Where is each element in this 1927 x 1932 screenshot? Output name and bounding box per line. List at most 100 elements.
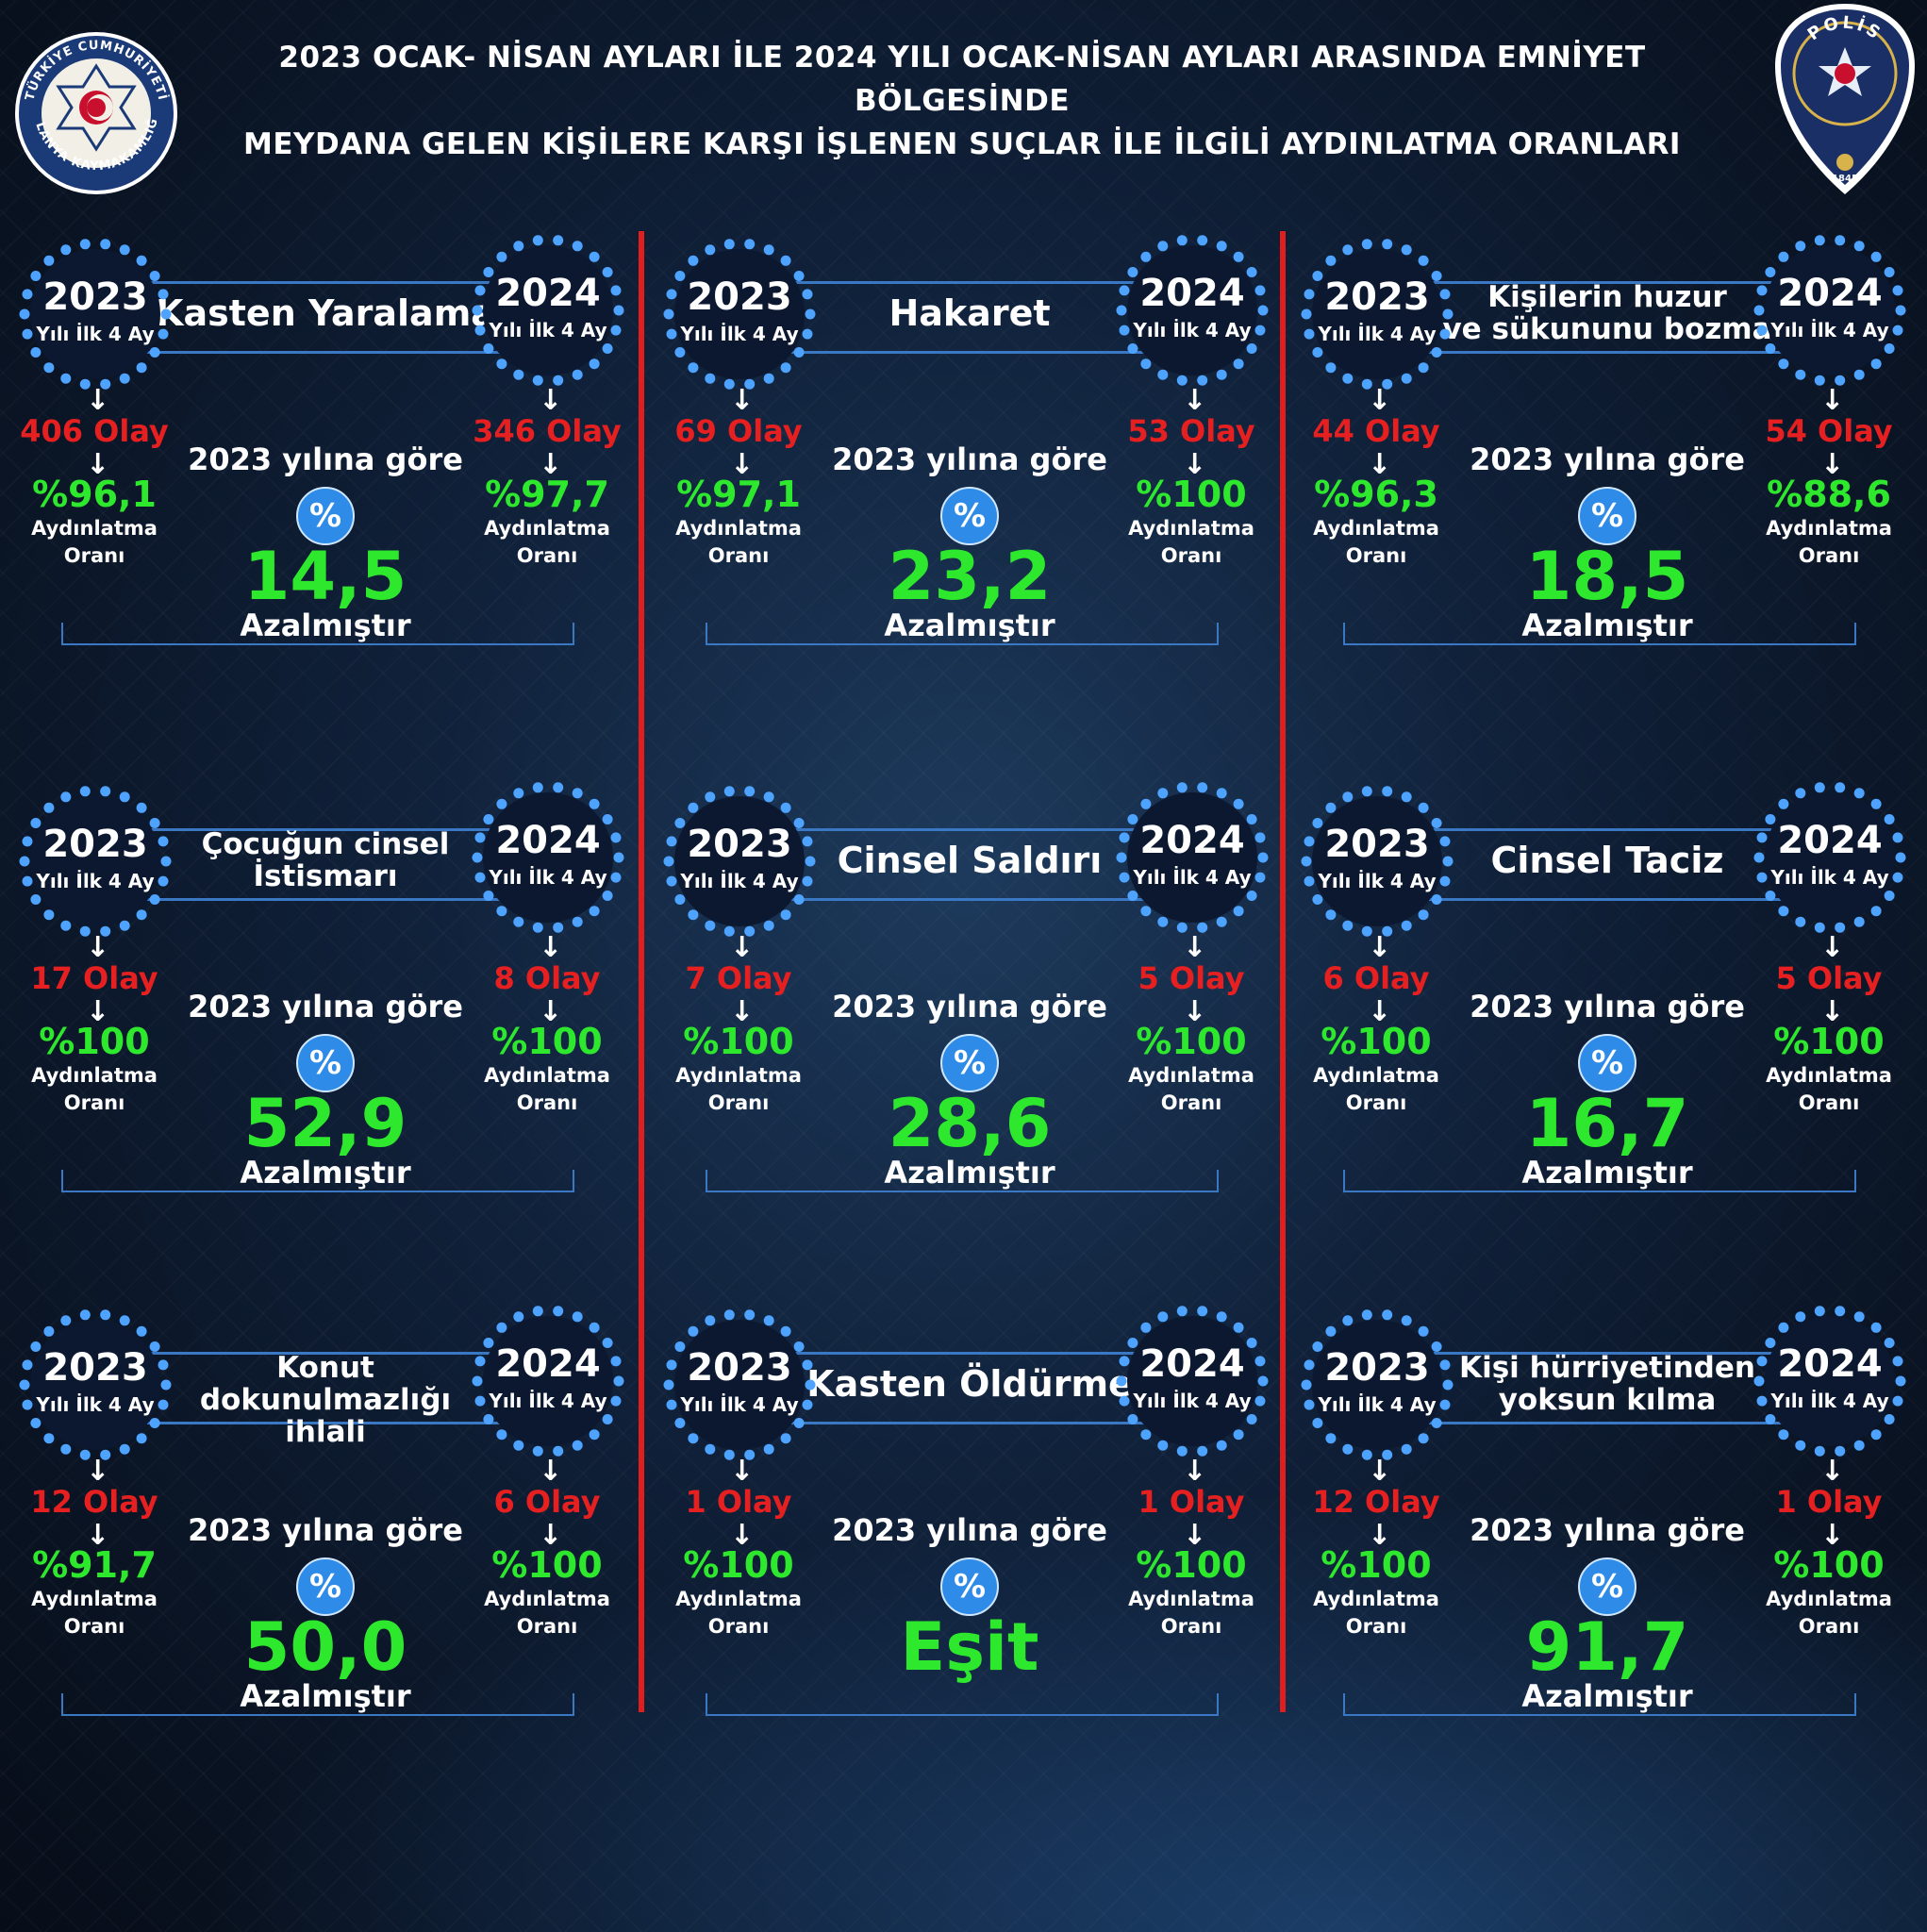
clearance-rate-2024: %97,7 (485, 474, 609, 515)
year-2023-badge: 2023 Yılı İlk 4 Ay (19, 1309, 172, 1460)
arrow-down-icon: ↓ (1820, 931, 1845, 964)
change-value: 50,0 (243, 1608, 407, 1686)
rate-label-line1: Aydınlatma (1128, 1588, 1254, 1610)
year-2023-label: 2023 (42, 1346, 148, 1390)
crime-title-line: Konut dokunulmazlığı (199, 1351, 452, 1417)
incident-count-2023: 44 Olay (1312, 413, 1440, 449)
clearance-rate-label: Aydınlatma Oranı (1282, 1062, 1470, 1117)
percent-icon: % (1578, 1034, 1636, 1092)
connector-bottom (776, 898, 1163, 901)
crime-title: Kasten Yaralama (151, 292, 500, 334)
crime-title-line: ihlali (285, 1415, 366, 1449)
connector-bottom (1414, 898, 1801, 901)
change-value: Eşit (900, 1608, 1039, 1686)
percent-icon: % (940, 1557, 999, 1616)
rate-label-line2: Oranı (516, 1091, 578, 1114)
rate-label-line1: Aydınlatma (1128, 517, 1254, 540)
year-2023-label: 2023 (42, 275, 148, 319)
arrow-down-icon: ↓ (1820, 384, 1845, 417)
period-label: Yılı İlk 4 Ay (1133, 1390, 1252, 1412)
period-label: Yılı İlk 4 Ay (1318, 1393, 1437, 1416)
crime-title-line: İstismarı (253, 859, 398, 893)
arrow-down-icon: ↓ (1183, 384, 1207, 417)
connector-bottom (776, 351, 1163, 354)
connector-top (1414, 281, 1801, 284)
period-label: Yılı İlk 4 Ay (680, 1393, 799, 1416)
clearance-rate-label: Aydınlatma Oranı (644, 515, 833, 570)
year-2023-badge: 2023 Yılı İlk 4 Ay (663, 239, 816, 390)
card-bracket (61, 1693, 574, 1716)
incident-count-2024: 1 Olay (1775, 1484, 1883, 1520)
year-2024-label: 2024 (1139, 272, 1245, 315)
change-result: Azalmıştır (884, 1155, 1055, 1191)
arrow-down-icon: ↓ (539, 384, 563, 417)
clearance-rate-label: Aydınlatma Oranı (453, 1586, 641, 1641)
crime-title-line: Çocuğun cinsel (201, 827, 450, 861)
comparison-label: 2023 yılına göre (188, 1512, 463, 1548)
card-bracket (706, 623, 1219, 645)
rate-label-line2: Oranı (63, 1091, 125, 1114)
incident-count-2023: 12 Olay (1312, 1484, 1440, 1520)
comparison-label: 2023 yılına göre (832, 1512, 1107, 1548)
year-2023-badge: 2023 Yılı İlk 4 Ay (19, 239, 172, 390)
rate-label-line2: Oranı (707, 1615, 770, 1638)
comparison-label: 2023 yılına göre (832, 441, 1107, 477)
comparison-label: 2023 yılına göre (1470, 989, 1745, 1024)
crime-title: Konut dokunulmazlığı ihlali (151, 1352, 500, 1448)
incident-count-2024: 6 Olay (493, 1484, 601, 1520)
page-title-line2: MEYDANA GELEN KİŞİLERE KARŞI İŞLENEN SUÇ… (243, 127, 1681, 161)
comparison-label: 2023 yılına göre (832, 989, 1107, 1024)
crime-card: Hakaret 2023 Yılı İlk 4 Ay 2024 Yılı İlk… (663, 235, 1276, 679)
crime-card: Cinsel Taciz 2023 Yılı İlk 4 Ay 2024 Yıl… (1301, 782, 1914, 1226)
year-2024-badge: 2024 Yılı İlk 4 Ay (472, 235, 624, 386)
rate-label-line2: Oranı (1160, 544, 1222, 567)
card-bracket (706, 1693, 1219, 1716)
year-2024-badge: 2024 Yılı İlk 4 Ay (472, 782, 624, 933)
rate-label-line2: Oranı (1798, 1091, 1860, 1114)
clearance-rate-2023: %96,3 (1314, 474, 1438, 515)
card-bracket (706, 1170, 1219, 1192)
rate-label-line2: Oranı (516, 1615, 578, 1638)
connector-top (1414, 1352, 1801, 1355)
card-bracket (1343, 1170, 1856, 1192)
comparison-label: 2023 yılına göre (1470, 441, 1745, 477)
crime-title-line: Kasten Öldürme (806, 1363, 1133, 1405)
year-2024-badge: 2024 Yılı İlk 4 Ay (1116, 782, 1269, 933)
comparison-label: 2023 yılına göre (188, 441, 463, 477)
page-title-line1: 2023 OCAK- NİSAN AYLARI İLE 2024 YILI OC… (278, 41, 1646, 118)
rate-label-line1: Aydınlatma (675, 1064, 802, 1087)
connector-bottom (1414, 1422, 1801, 1424)
rate-label-line2: Oranı (1798, 1615, 1860, 1638)
arrow-down-icon: ↓ (1368, 1455, 1392, 1488)
svg-text:1845: 1845 (1832, 174, 1858, 184)
card-bracket (61, 623, 574, 645)
year-2023-label: 2023 (1324, 823, 1430, 866)
clearance-rate-label: Aydınlatma Oranı (644, 1062, 833, 1117)
period-label: Yılı İlk 4 Ay (1318, 870, 1437, 892)
alanya-kaymakamligi-logo: TÜRKİYE CUMHURİYETİ ALANYA KAYMAKAMLIĞI (11, 28, 177, 194)
percent-icon: % (296, 1034, 355, 1092)
clearance-rate-2023: %100 (683, 1544, 794, 1586)
rate-label-line1: Aydınlatma (484, 517, 610, 540)
percent-icon: % (296, 487, 355, 545)
rate-label-line2: Oranı (1345, 1615, 1407, 1638)
period-label: Yılı İlk 4 Ay (36, 870, 155, 892)
change-result: Azalmıştır (1521, 1155, 1693, 1191)
percent-icon: % (296, 1557, 355, 1616)
clearance-rate-2024: %88,6 (1767, 474, 1891, 515)
crime-title-line: ve sükununu bozma (1442, 312, 1772, 346)
arrow-down-icon: ↓ (730, 931, 755, 964)
rate-label-line1: Aydınlatma (484, 1588, 610, 1610)
crime-title: Kişilerin huzur ve sükununu bozma (1433, 281, 1782, 345)
change-value: 18,5 (1525, 538, 1689, 615)
rate-label-line1: Aydınlatma (1313, 517, 1439, 540)
column-divider-left (639, 231, 644, 1712)
period-label: Yılı İlk 4 Ay (36, 1393, 155, 1416)
clearance-rate-label: Aydınlatma Oranı (1735, 515, 1923, 570)
period-label: Yılı İlk 4 Ay (489, 1390, 607, 1412)
year-2024-badge: 2024 Yılı İlk 4 Ay (472, 1306, 624, 1457)
incident-count-2024: 346 Olay (473, 413, 622, 449)
incident-count-2023: 69 Olay (674, 413, 803, 449)
arrow-down-icon: ↓ (1183, 1455, 1207, 1488)
incident-count-2024: 53 Olay (1127, 413, 1255, 449)
